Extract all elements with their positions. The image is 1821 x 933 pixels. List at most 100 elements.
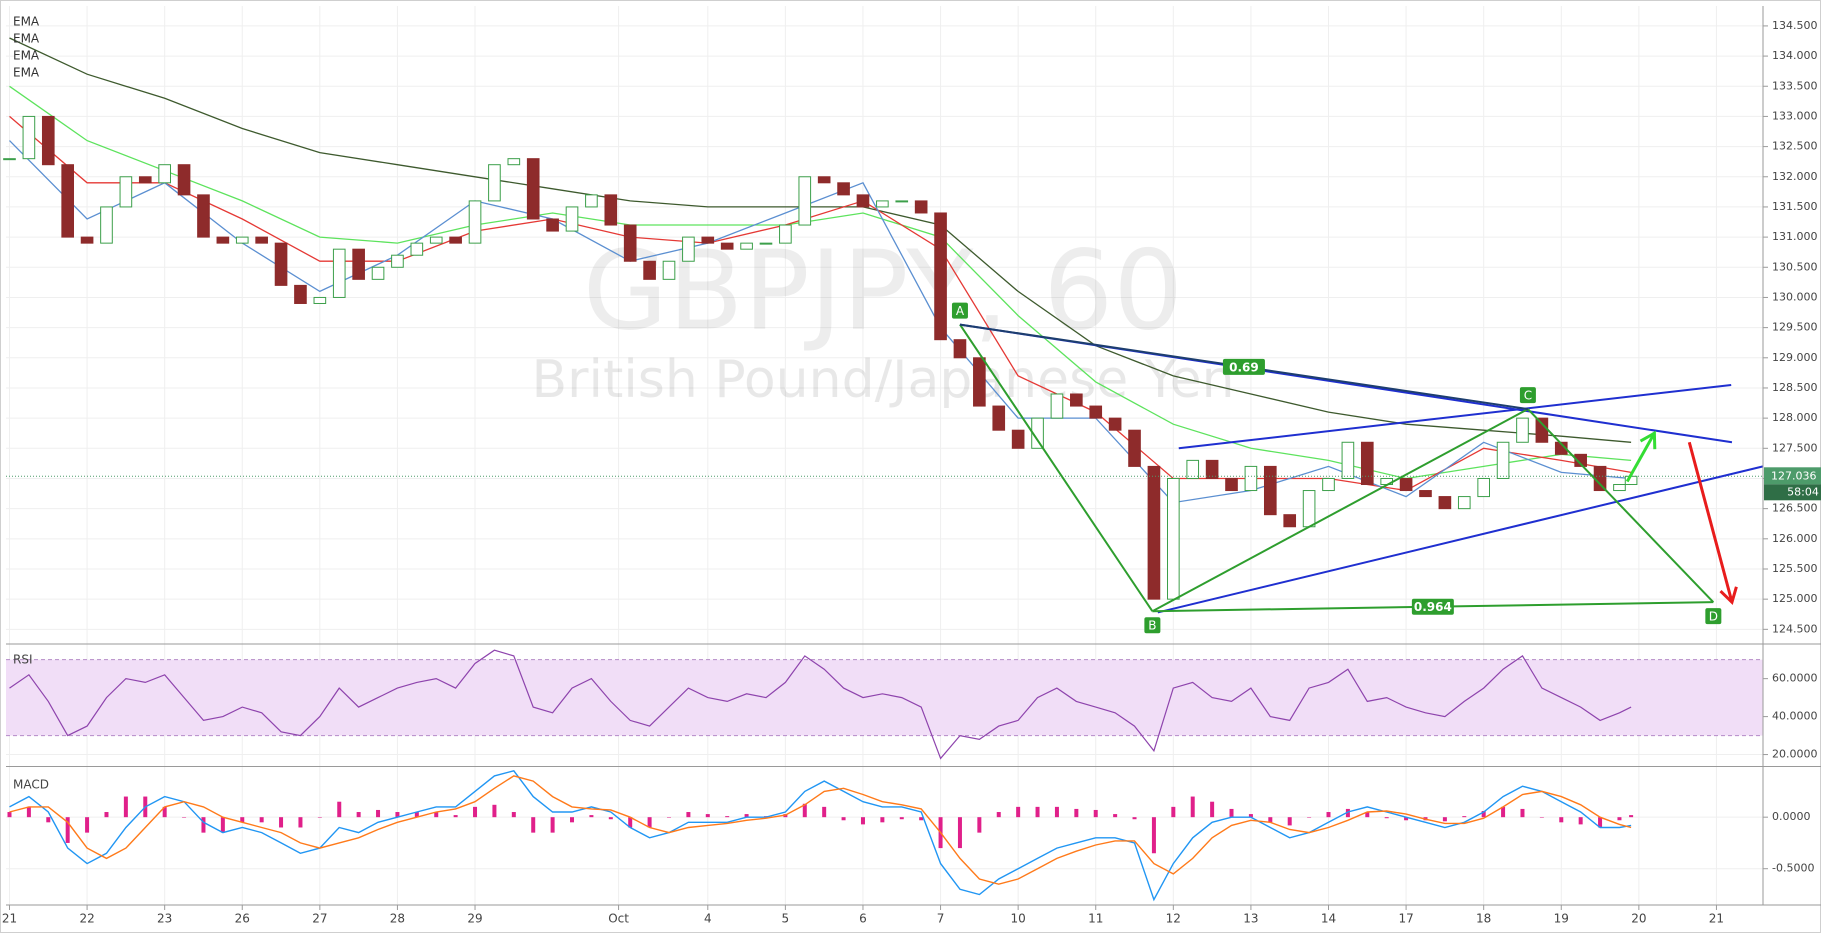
candle [895, 200, 909, 203]
candle [662, 260, 676, 280]
ratio-label: 0.69 [1229, 360, 1259, 374]
x-tick-label: 22 [79, 912, 94, 926]
candle [1496, 441, 1510, 479]
macd-histogram-bar [531, 817, 536, 833]
macd-histogram-bar [492, 804, 497, 818]
candle [914, 200, 928, 214]
candle [856, 194, 870, 208]
macd-histogram-bar [1190, 796, 1195, 818]
macd-histogram-bar [1287, 817, 1292, 826]
macd-histogram-bar [1229, 808, 1234, 818]
last-price-label: 127.036 [1771, 469, 1817, 482]
candle [429, 236, 443, 244]
y-tick-label: 40.0000 [1772, 710, 1818, 723]
y-tick-label: 129.000 [1772, 351, 1818, 364]
candle [371, 266, 385, 280]
macd-histogram-bar [822, 806, 827, 818]
candle [643, 260, 656, 280]
macd-histogram-bar [1093, 809, 1098, 818]
trend-line [1178, 383, 1732, 450]
x-tick-label: 27 [312, 912, 327, 926]
macd-histogram-bar [1617, 817, 1622, 821]
macd-histogram-bar [802, 803, 807, 818]
candle [1574, 453, 1587, 467]
x-tick-label: 12 [1166, 912, 1181, 926]
macd-histogram-bar [240, 817, 245, 823]
macd-histogram-bar [686, 812, 691, 818]
candle [973, 357, 986, 407]
x-tick-label: Oct [608, 912, 629, 926]
pattern-leg [959, 324, 1154, 612]
candle [779, 224, 792, 244]
legend-entry: EMA [13, 32, 40, 46]
macd-histogram-bar [1016, 806, 1021, 818]
candle [3, 158, 16, 161]
candle [391, 254, 404, 268]
x-tick-label: 13 [1243, 912, 1258, 926]
candle [1360, 441, 1374, 486]
macd-histogram-bar [977, 817, 982, 833]
macd-histogram-bar [744, 814, 749, 818]
candle [1613, 484, 1626, 492]
y-tick-label: 0.0000 [1772, 810, 1811, 823]
y-tick-label: 131.500 [1772, 200, 1818, 213]
rsi-title: RSI [13, 653, 33, 667]
arrow [1687, 441, 1734, 603]
macd-histogram-bar [220, 817, 225, 833]
macd-histogram-bar [298, 817, 303, 828]
macd-histogram-bar [1345, 808, 1350, 818]
candle [526, 158, 540, 220]
macd-histogram-bar [1307, 817, 1312, 818]
macd-histogram-bar [841, 817, 846, 821]
candle [1205, 459, 1219, 479]
x-tick-label: 17 [1398, 912, 1413, 926]
macd-histogram-bar [473, 806, 478, 818]
candle [1186, 459, 1200, 479]
last-price-box [1764, 467, 1821, 485]
macd-histogram-bar [65, 817, 70, 843]
x-tick-label: 5 [782, 912, 790, 926]
macd-histogram-bar [123, 796, 128, 818]
macd-histogram-bar [434, 812, 439, 818]
candle [313, 296, 327, 304]
point-label: B [1148, 619, 1156, 633]
candle [352, 248, 365, 280]
macd-histogram-bar [317, 817, 322, 818]
macd-histogram-bar [1132, 817, 1137, 820]
candle [934, 212, 947, 341]
macd-histogram-bar [550, 817, 555, 833]
candle [158, 164, 171, 184]
candle [119, 176, 133, 208]
candle [817, 176, 831, 184]
macd-histogram-bar [201, 817, 206, 833]
macd-histogram-bar [337, 801, 342, 818]
rsi-band [6, 659, 1763, 736]
pattern-leg [1151, 408, 1529, 613]
macd-histogram-bar [1384, 817, 1389, 819]
macd-histogram-bar [259, 817, 264, 823]
macd-histogram-bar [1501, 806, 1506, 818]
point-label: D [1709, 610, 1718, 624]
candle [740, 242, 753, 250]
y-tick-label: 128.500 [1772, 381, 1818, 394]
candle [1050, 393, 1064, 419]
macd-histogram-bar [1326, 812, 1331, 818]
macd-histogram-bar [1054, 806, 1059, 818]
candle [100, 206, 113, 244]
arrow [1625, 432, 1656, 483]
macd-line [9, 770, 1632, 902]
candle [546, 218, 559, 232]
candle [1419, 490, 1432, 498]
point-label: C [1524, 389, 1532, 403]
candle [1070, 393, 1083, 407]
candle [61, 164, 75, 238]
candle [138, 176, 152, 184]
macd-histogram-bar [1539, 817, 1544, 818]
y-tick-label: 132.000 [1772, 170, 1818, 183]
ema-line [9, 37, 1632, 443]
y-tick-label: -0.5000 [1772, 862, 1814, 875]
macd-histogram-bar [414, 812, 419, 818]
y-tick-label: 127.500 [1772, 441, 1818, 454]
candle [1089, 405, 1103, 419]
